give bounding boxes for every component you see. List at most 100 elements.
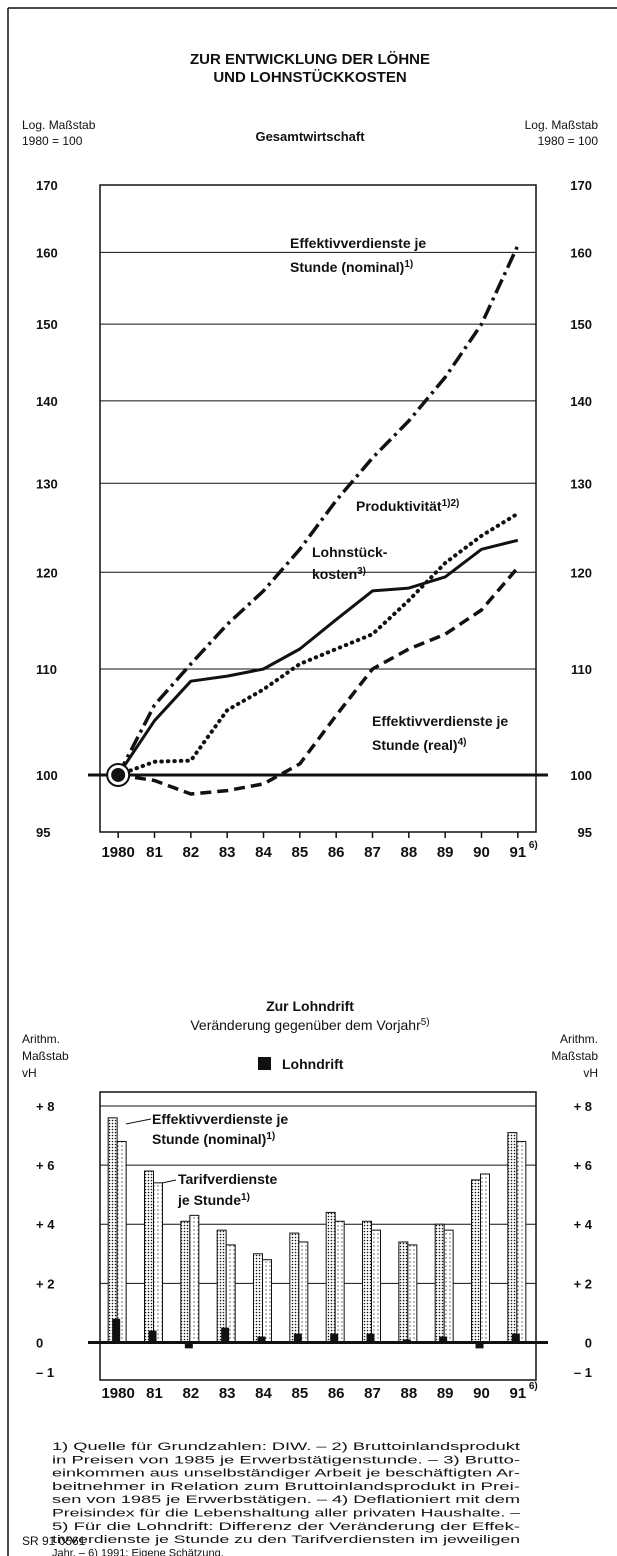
y-tick-label: – 1	[36, 1365, 54, 1380]
y2-axis-label: vH	[583, 1066, 598, 1080]
bar	[289, 1232, 300, 1343]
footnote: beitnehmer in Relation zum Bruttoinlands…	[52, 1481, 521, 1493]
annotation: Stunde (nominal)1)	[290, 259, 413, 276]
x-tick-label: 83	[219, 1385, 236, 1402]
x-tick-label: 1980	[101, 844, 134, 861]
source: SR 91 0561	[22, 1534, 86, 1548]
y-tick-label: 100	[36, 768, 58, 783]
x-tick-label: 88	[400, 1385, 417, 1402]
bar	[507, 1132, 518, 1343]
chart-subtitle: Veränderung gegenüber dem Vorjahr5)	[190, 1017, 429, 1034]
plot-frame	[99, 1091, 537, 1381]
bar	[184, 1342, 193, 1349]
x-tick-label: 91	[509, 844, 526, 861]
line-series	[117, 566, 520, 796]
annotation: Effektivverdienste je	[372, 713, 508, 729]
annotation-note: 4)	[458, 737, 467, 748]
x-tick-label: 85	[291, 844, 308, 861]
annotation-text: Effektivverdienste je	[372, 713, 508, 729]
legend-label: Lohndrift	[282, 1056, 344, 1072]
footnote: 5) Für die Lohndrift: Differenz der Verä…	[52, 1521, 521, 1533]
bar	[511, 1333, 520, 1343]
footnote: sen von 1985 je Erwerbstätigen. – 4) Def…	[52, 1494, 520, 1506]
y-tick-label: 0	[36, 1335, 43, 1350]
x-tick-label: 84	[255, 844, 272, 861]
y-tick-label: 95	[36, 825, 50, 840]
y2-tick-label: 170	[570, 178, 592, 193]
x-tick-label: 91	[509, 1385, 526, 1402]
annotation-text: kosten	[312, 566, 357, 582]
y-tick-label: 130	[36, 476, 58, 491]
y2-axis-label: Log. Maßstab	[525, 118, 599, 132]
x-tick-label: 81	[146, 844, 163, 861]
x-tick-label: 84	[255, 1385, 272, 1402]
x-tick-label: 85	[291, 1385, 308, 1402]
x-tick-label: 82	[182, 1385, 199, 1402]
x-note: 6)	[529, 840, 538, 851]
bar	[116, 1140, 127, 1343]
x-tick-label: 89	[437, 844, 454, 861]
bar	[471, 1179, 481, 1343]
y-tick-label: + 4	[36, 1217, 55, 1232]
x-tick-label: 83	[219, 844, 236, 861]
bar	[293, 1333, 302, 1343]
annotation-text: Stunde (nominal)	[290, 259, 404, 275]
annotation-text: Stunde (real)	[372, 737, 458, 753]
y2-tick-label: 140	[570, 394, 592, 409]
y2-tick-label: + 4	[574, 1217, 593, 1232]
y-axis-label: Arithm.	[22, 1032, 60, 1046]
bar	[330, 1333, 339, 1343]
x-tick-label: 88	[400, 844, 417, 861]
line-series	[116, 511, 520, 777]
chart-title: UND LOHNSTÜCKKOSTEN	[213, 69, 406, 86]
y-tick-label: 170	[36, 178, 58, 193]
bar	[144, 1170, 154, 1343]
annotation: Tarifverdienste	[178, 1171, 278, 1187]
y2-tick-label: 95	[578, 825, 592, 840]
footnote: in Preisen von 1985 je Erwerbstätigenstu…	[52, 1454, 521, 1466]
y-tick-label: 140	[36, 394, 58, 409]
y2-tick-label: 100	[570, 768, 592, 783]
bar	[475, 1342, 484, 1349]
bar	[107, 1117, 118, 1343]
footnote: 1) Quelle für Grundzahlen: DIW. – 2) Bru…	[52, 1441, 520, 1453]
bar	[516, 1140, 527, 1343]
y-axis-label: Maßstab	[22, 1049, 69, 1063]
y2-tick-label: 120	[570, 565, 592, 580]
y2-tick-label: 130	[570, 476, 592, 491]
chart-subtitle-note: 5)	[421, 1017, 430, 1028]
bar	[434, 1223, 445, 1343]
y2-tick-label: + 8	[574, 1099, 592, 1114]
x-tick-label: 87	[364, 1385, 381, 1402]
y2-tick-label: 160	[570, 245, 592, 260]
annotation-text: Effektivverdienste je	[290, 235, 426, 251]
origin-marker-dot	[111, 767, 126, 782]
legend-swatch	[258, 1057, 271, 1070]
bar	[480, 1173, 490, 1343]
leader-line	[161, 1179, 177, 1184]
annotation-text: Tarifverdienste	[178, 1171, 278, 1187]
bar	[112, 1318, 121, 1343]
y2-axis-label: Arithm.	[560, 1032, 598, 1046]
bar	[153, 1182, 163, 1343]
bar	[325, 1211, 336, 1343]
y2-axis-label: Maßstab	[551, 1049, 598, 1063]
annotation: Lohnstück-	[312, 544, 388, 560]
footnote: tivverdienste je Stunde zu den Tarifverd…	[52, 1534, 520, 1546]
bar	[371, 1229, 381, 1343]
bar	[262, 1259, 272, 1343]
bar	[148, 1330, 157, 1343]
x-tick-label: 89	[437, 1385, 454, 1402]
y-tick-label: 120	[36, 565, 58, 580]
bar	[334, 1220, 345, 1343]
leader-line	[125, 1118, 152, 1125]
x-tick-label: 90	[473, 1385, 490, 1402]
y-tick-label: 150	[36, 317, 58, 332]
x-tick-label: 90	[473, 844, 490, 861]
y2-tick-label: + 6	[574, 1158, 592, 1173]
y2-tick-label: 150	[570, 317, 592, 332]
chart-subtitle-text: Veränderung gegenüber dem Vorjahr	[190, 1017, 421, 1033]
x-tick-label: 82	[182, 844, 199, 861]
y-tick-label: + 8	[36, 1099, 54, 1114]
